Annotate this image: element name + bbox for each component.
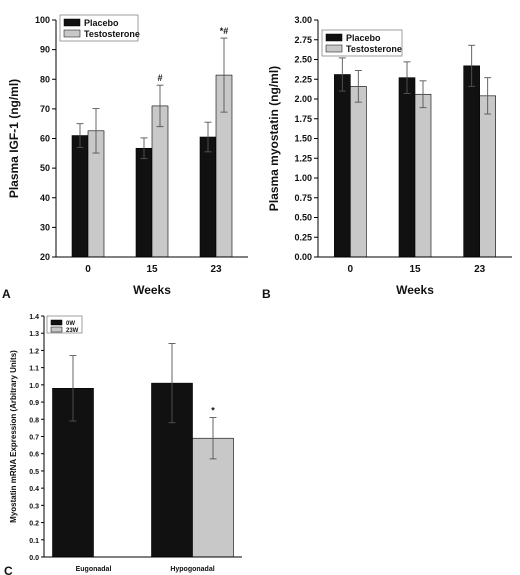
y-tick-label: 1.50 [294,134,312,144]
y-tick-label: 0.50 [294,213,312,223]
bar [135,147,153,258]
bar [398,77,416,258]
legend-swatch-0w [50,319,63,326]
bars [52,382,234,558]
bar [479,95,496,258]
bar [71,135,89,258]
x-category-label: 15 [146,264,158,275]
significance-marker: *# [220,26,229,36]
y-tick-label: 0.0 [29,555,39,562]
y-tick-label: 1.2 [29,348,39,355]
y-tick-label: 3.00 [294,15,312,25]
significance-marker: # [157,73,162,83]
x-axis-label: Weeks [396,283,434,297]
legend-label-placebo: Placebo [84,18,119,28]
y-tick-label: 2.50 [294,55,312,65]
panel-c: 0.0 0.1 0.2 0.3 0.4 0.5 0.6 0.7 0.8 0.9 1.0 1.1 1.2 1… [4,314,242,575]
y-tick-label: 2.25 [294,74,312,84]
bars [71,74,233,258]
bar [334,74,351,258]
y-tick-label: 0.00 [294,252,312,262]
y-tick-label: 1.0 [29,383,39,390]
legend-label-testosterone: Testosterone [84,29,140,39]
y-tick-label: 70 [40,104,50,114]
y-ticks: 20 30 40 50 60 70 80 90 100 [35,15,56,262]
panel-b: 0.00 0.25 0.50 0.75 1.00 1.25 1.50 1.75 2.00 2.25… [262,15,512,301]
legend-label-23w: 23W [66,328,79,334]
y-ticks: 0.0 0.1 0.2 0.3 0.4 0.5 0.6 0.7 0.8 0.9 1.0 1.1 1.2 1… [29,314,44,562]
error-bars [69,343,217,460]
x-axis-label: Weeks [133,283,171,297]
legend-label-0w: 0W [66,321,75,327]
y-tick-label: 2.75 [294,35,312,45]
y-tick-label: 1.75 [294,114,312,124]
y-axis-label: Myostatin mRNA Expression (Arbitrary Uni… [9,350,18,523]
annotations: # *# [157,26,228,83]
bars [334,65,496,258]
x-categories: 0 15 23 [85,264,222,275]
x-category-label: 0 [85,264,91,275]
y-ticks: 0.00 0.25 0.50 0.75 1.00 1.25 1.50 1.75 2.00 2.25… [294,15,318,262]
x-category-label: 23 [474,264,486,275]
x-categories: 0 15 23 [348,264,486,275]
y-tick-label: 40 [40,193,50,203]
legend-swatch-placebo [63,18,81,27]
error-bars [338,44,492,115]
panel-label: C [4,564,13,575]
y-tick-label: 1.00 [294,173,312,183]
x-categories: Eugonadal Hypogonadal [76,566,215,573]
x-category-label: Eugonadal [76,566,112,573]
bar [414,93,432,258]
y-tick-label: 1.25 [294,153,312,163]
bar [350,86,367,258]
legend-swatch-testosterone [325,44,343,53]
legend-swatch-testosterone [63,29,81,38]
y-tick-label: 80 [40,74,50,84]
y-tick-label: 1.3 [29,331,39,338]
y-axis-label: Plasma myostatin (ng/ml) [267,66,281,211]
y-tick-label: 20 [40,252,50,262]
panel-label: B [262,287,271,301]
legend-label-testosterone: Testosterone [346,44,402,54]
panel-label: A [2,287,11,301]
y-tick-label: 0.1 [29,538,39,545]
legend-swatch-23w [50,326,63,333]
error-bars [76,37,228,160]
y-tick-label: 0.25 [294,232,312,242]
y-tick-label: 2.00 [294,94,312,104]
y-tick-label: 0.8 [29,417,39,424]
y-tick-label: 0.7 [29,435,39,442]
y-tick-label: 0.3 [29,503,39,510]
legend-swatch-placebo [325,33,343,42]
significance-marker: * [211,406,215,416]
y-tick-label: 100 [35,15,50,25]
legend-label-placebo: Placebo [346,33,381,43]
y-tick-label: 90 [40,45,50,55]
y-tick-label: 0.75 [294,193,312,203]
panel-a: 20 30 40 50 60 70 80 90 100 0 15 23 # *# Plasma IGF… [2,14,248,301]
bar [151,105,169,258]
bar [199,136,217,258]
y-tick-label: 0.5 [29,469,39,476]
y-tick-label: 0.6 [29,452,39,459]
x-category-label: 0 [348,264,354,275]
y-tick-label: 1.1 [29,366,39,373]
y-tick-label: 30 [40,222,50,232]
x-category-label: 23 [210,264,222,275]
legend: Placebo Testosterone [321,29,403,57]
y-tick-label: 0.2 [29,521,39,528]
y-tick-label: 50 [40,163,50,173]
legend: Placebo Testosterone [59,14,140,42]
x-category-label: 15 [409,264,421,275]
bar [463,65,480,258]
annotations: * [211,406,215,416]
x-category-label: Hypogonadal [170,566,214,573]
y-tick-label: 0.9 [29,400,39,407]
y-tick-label: 1.4 [29,314,39,321]
legend: 0W 23W [46,315,83,334]
y-axis-label: Plasma IGF-1 (ng/ml) [7,79,21,198]
y-tick-label: 60 [40,134,50,144]
y-tick-label: 0.4 [29,486,39,493]
